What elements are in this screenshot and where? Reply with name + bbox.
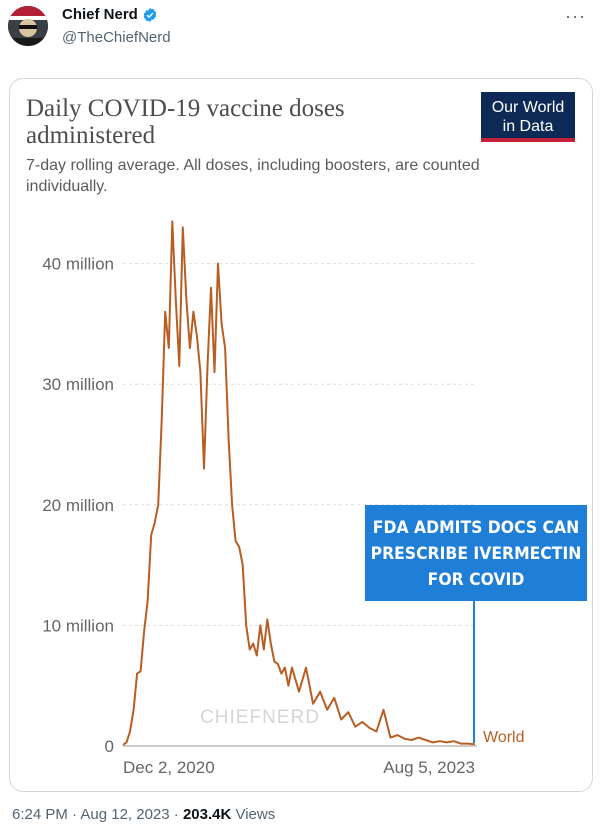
chart-gridlines: [123, 263, 477, 626]
chart-subtitle-line-1: 7-day rolling average. All doses, includ…: [26, 157, 480, 174]
author-name-row[interactable]: Chief Nerd: [62, 6, 158, 23]
author-handle[interactable]: @TheChiefNerd: [62, 29, 171, 46]
media-card[interactable]: Daily COVID-19 vaccine doses administere…: [9, 78, 593, 792]
banner-text-line-2: PRESCRIBE IVERMECTIN: [371, 543, 582, 563]
author-name[interactable]: Chief Nerd: [62, 6, 138, 23]
chart-subtitle-line-2: individually.: [26, 178, 108, 195]
banner-text-line-3: FOR COVID: [428, 569, 525, 589]
x-tick-label: Aug 5, 2023: [383, 758, 475, 777]
views-label: Views: [231, 806, 276, 823]
tweet-timestamp[interactable]: 6:24 PM · Aug 12, 2023 ·: [12, 806, 183, 823]
y-tick-label: 0: [105, 737, 114, 756]
owid-logo: Our World in Data: [481, 92, 575, 142]
x-tick-label: Dec 2, 2020: [123, 758, 215, 777]
logo-text-line-2: in Data: [503, 118, 554, 135]
y-axis-tick-labels: 0 10 million 20 million 30 million 40 millio…: [42, 255, 114, 756]
chart-title-line-2: administered: [26, 122, 156, 149]
watermark: CHIEFNERD: [200, 707, 320, 728]
y-tick-label: 40 million: [42, 255, 114, 274]
avatar[interactable]: [8, 6, 48, 46]
chart-title-line-1: Daily COVID-19 vaccine doses: [26, 95, 345, 122]
series-line-world: [122, 220, 476, 746]
more-options-icon[interactable]: ···: [565, 6, 586, 26]
logo-text-line-1: Our World: [492, 99, 565, 116]
views-count: 203.4K: [182, 806, 232, 823]
x-axis-tick-labels: Dec 2, 2020 Aug 5, 2023: [123, 758, 475, 777]
y-tick-label: 30 million: [42, 375, 114, 394]
y-tick-label: 20 million: [42, 496, 114, 515]
news-banner: FDA ADMITS DOCS CAN PRESCRIBE IVERMECTIN…: [365, 505, 587, 743]
vaccine-doses-chart: Daily COVID-19 vaccine doses administere…: [26, 92, 587, 777]
y-tick-label: 10 million: [42, 616, 114, 635]
banner-text-line-1: FDA ADMITS DOCS CAN: [373, 517, 579, 537]
verified-badge-icon: [143, 7, 157, 22]
series-label-world: World: [483, 729, 525, 746]
tweet-footer: 6:24 PM · Aug 12, 2023 · 203.4K Views: [12, 806, 275, 823]
